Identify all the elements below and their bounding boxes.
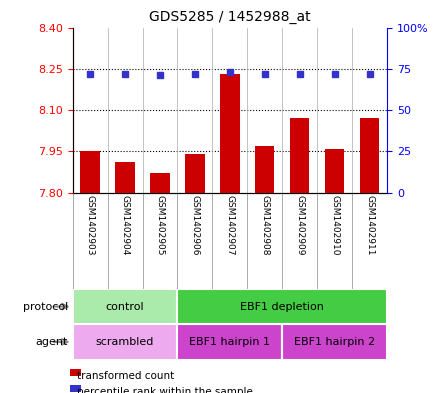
Text: GSM1402903: GSM1402903 bbox=[85, 195, 95, 256]
Bar bbox=[81, 151, 100, 193]
Bar bbox=[150, 173, 169, 193]
Bar bbox=[290, 118, 309, 193]
Text: GSM1402908: GSM1402908 bbox=[260, 195, 269, 256]
Text: GSM1402911: GSM1402911 bbox=[365, 195, 374, 256]
Text: percentile rank within the sample: percentile rank within the sample bbox=[77, 387, 253, 393]
Text: GSM1402910: GSM1402910 bbox=[330, 195, 339, 256]
Text: EBF1 hairpin 1: EBF1 hairpin 1 bbox=[189, 337, 271, 347]
Text: GSM1402907: GSM1402907 bbox=[225, 195, 235, 256]
Text: control: control bbox=[106, 301, 144, 312]
Text: protocol: protocol bbox=[23, 301, 68, 312]
Bar bbox=[282, 324, 387, 360]
Bar bbox=[177, 324, 282, 360]
Bar bbox=[73, 289, 177, 324]
Bar bbox=[73, 324, 177, 360]
Bar bbox=[220, 74, 239, 193]
Bar bbox=[177, 289, 387, 324]
Bar bbox=[360, 118, 379, 193]
Bar bbox=[185, 154, 205, 193]
Text: GSM1402906: GSM1402906 bbox=[191, 195, 199, 256]
Title: GDS5285 / 1452988_at: GDS5285 / 1452988_at bbox=[149, 10, 311, 24]
Text: EBF1 hairpin 2: EBF1 hairpin 2 bbox=[294, 337, 375, 347]
Text: transformed count: transformed count bbox=[77, 371, 174, 381]
Text: GSM1402905: GSM1402905 bbox=[155, 195, 165, 256]
Text: GSM1402909: GSM1402909 bbox=[295, 195, 304, 256]
Text: GSM1402904: GSM1402904 bbox=[121, 195, 129, 256]
Bar bbox=[115, 162, 135, 193]
Bar bbox=[325, 149, 345, 193]
Text: EBF1 depletion: EBF1 depletion bbox=[240, 301, 324, 312]
Text: scrambled: scrambled bbox=[96, 337, 154, 347]
Bar bbox=[255, 146, 275, 193]
Text: agent: agent bbox=[36, 337, 68, 347]
